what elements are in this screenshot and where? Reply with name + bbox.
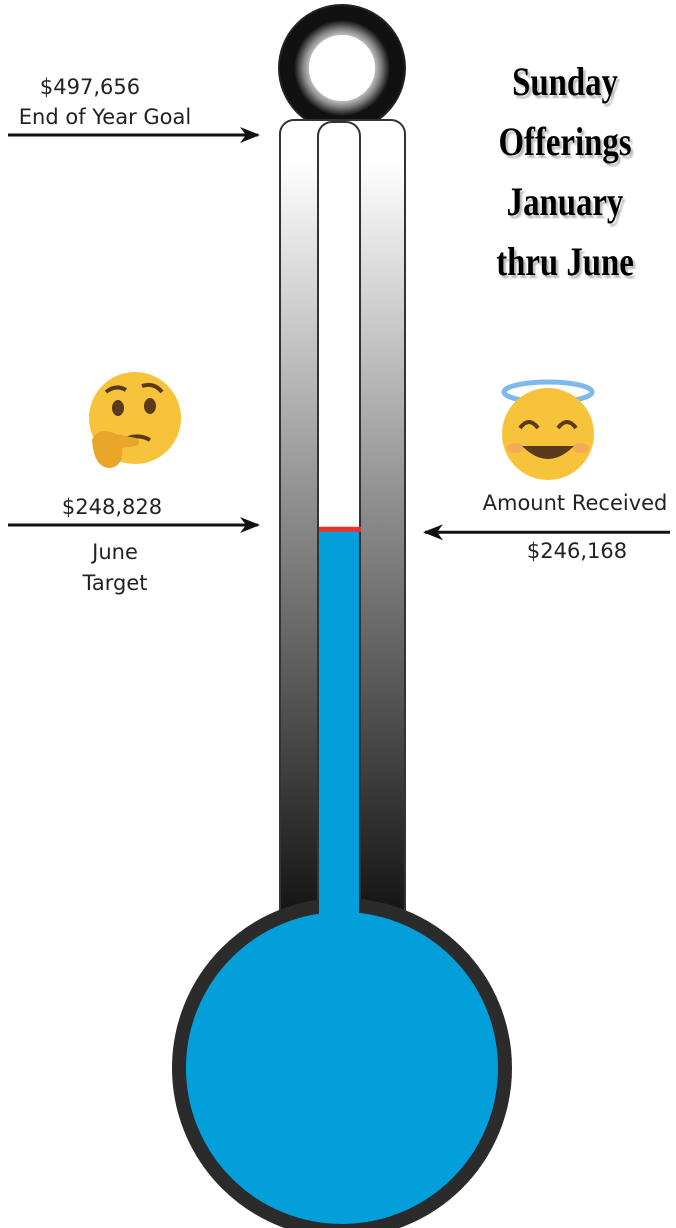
goal-label: End of Year Goal — [18, 105, 192, 129]
fill-level — [319, 529, 359, 1000]
received-value: $246,168 — [526, 539, 628, 563]
goal-value: $497,656 — [39, 75, 141, 99]
title: Sunday Offerings January thru June — [496, 59, 634, 284]
target-label: June Target — [82, 540, 148, 595]
received-label: Amount Received — [482, 491, 668, 515]
hanging-ring — [279, 5, 405, 131]
target-value: $248,828 — [61, 495, 163, 519]
